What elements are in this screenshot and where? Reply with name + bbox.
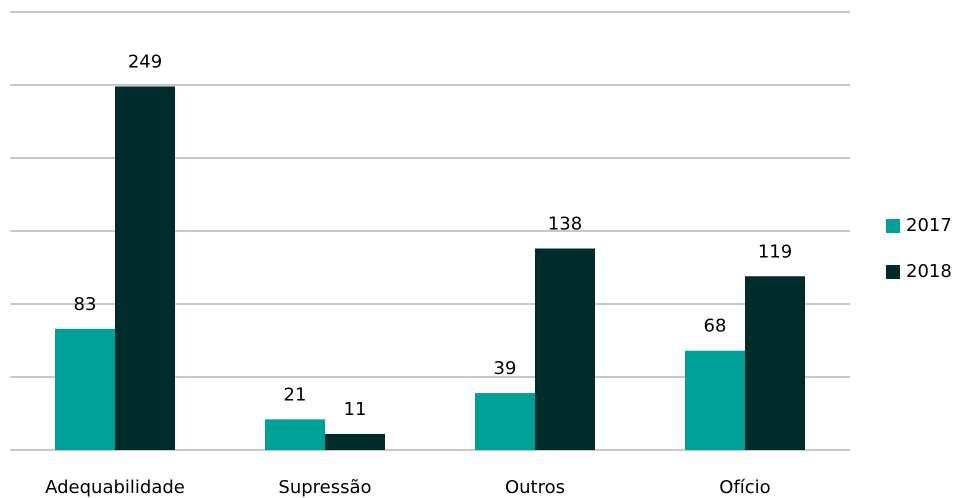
legend-swatch [886, 219, 900, 233]
x-tick-label: Adequabilidade [45, 477, 185, 498]
data-label: 138 [548, 214, 582, 235]
bar [475, 393, 535, 450]
data-label: 83 [74, 294, 97, 315]
bar [685, 350, 745, 450]
x-tick-label: Ofício [719, 477, 770, 498]
data-label: 11 [344, 399, 367, 420]
data-label: 249 [128, 51, 162, 72]
data-label: 119 [758, 241, 792, 262]
bar [745, 276, 805, 450]
bar [535, 248, 595, 450]
bar [115, 86, 175, 451]
legend-label: 2018 [906, 261, 952, 282]
data-label: 21 [284, 384, 307, 405]
bar [265, 419, 325, 450]
legend-swatch [886, 265, 900, 279]
bar [325, 433, 385, 450]
x-tick-label: Outros [505, 477, 565, 498]
data-label: 68 [704, 316, 727, 337]
legend-label: 2017 [906, 215, 952, 236]
data-label: 39 [494, 358, 517, 379]
bar [55, 328, 115, 450]
x-tick-label: Supressão [278, 477, 371, 498]
